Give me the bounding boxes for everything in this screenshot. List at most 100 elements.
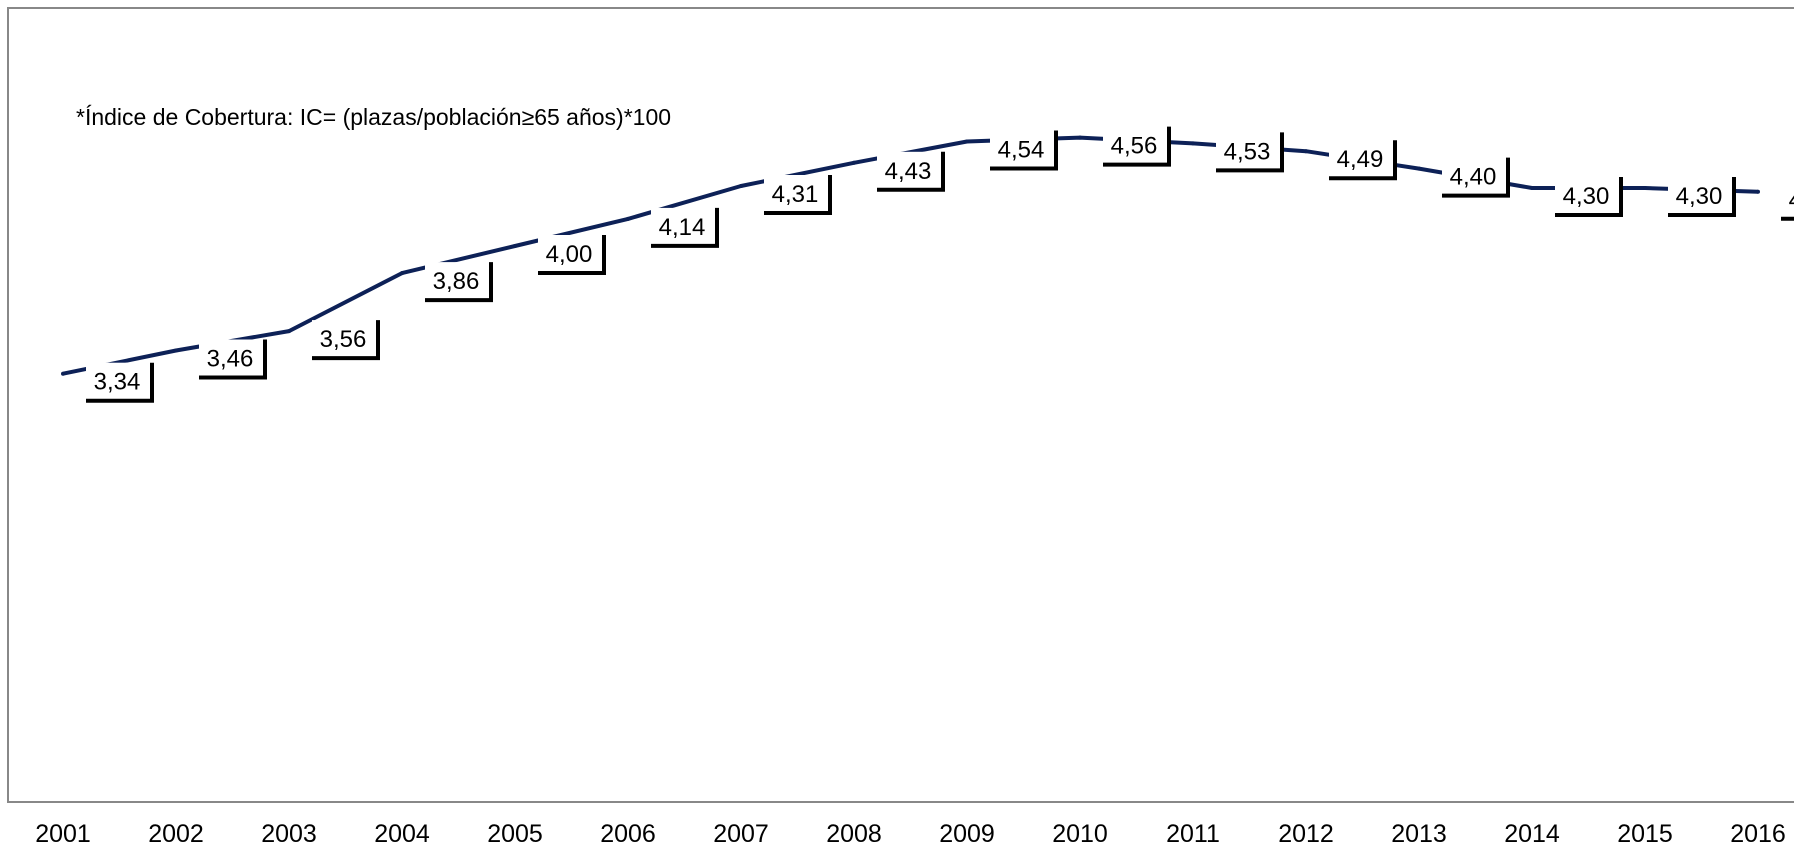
x-tick-label: 2002: [148, 820, 204, 847]
data-point: [1191, 141, 1195, 146]
data-label-text: 3,56: [320, 326, 367, 353]
data-label-shadow: [877, 151, 945, 192]
data-label-box: [1781, 180, 1794, 219]
data-point: [287, 329, 291, 334]
data-label: 4,30: [1555, 177, 1623, 217]
data-label: 4,14: [651, 207, 719, 248]
data-label-box: [538, 235, 604, 273]
data-label: 4,30: [1668, 177, 1736, 217]
data-label-text: 3,46: [207, 346, 254, 373]
data-labels: 3,34 3,46 3,56 3,86 4,00 4,14 4,31 4,43 4,54 4,56…: [86, 126, 1794, 403]
data-label-shadow: [199, 339, 267, 380]
x-tick-label: 2001: [35, 820, 91, 847]
data-label-text: 4,53: [1224, 138, 1271, 165]
data-point: [61, 371, 65, 376]
plot-frame: [7, 7, 1794, 803]
data-point: [1417, 166, 1421, 171]
data-label-text: 4,31: [772, 181, 819, 208]
data-label-text: 4,30: [1563, 183, 1610, 210]
x-tick-label: 2005: [487, 820, 543, 847]
data-label-text: 4,54: [998, 137, 1045, 164]
data-label-shadow: [312, 320, 380, 361]
x-tick-label: 2013: [1391, 820, 1447, 847]
x-tick-label: 2012: [1278, 820, 1334, 847]
data-label: 3,46: [199, 339, 267, 380]
data-label-text: 3,86: [433, 268, 480, 295]
x-tick-label: 2014: [1504, 820, 1560, 847]
data-label: 4,00: [538, 235, 606, 275]
data-label-box: [1442, 157, 1508, 196]
coverage-index-note: *Índice de Cobertura: IC= (plazas/poblac…: [76, 104, 671, 130]
data-label: 4,28: [1781, 180, 1794, 221]
data-point: [1756, 189, 1760, 194]
data-label-shadow: [1555, 177, 1623, 217]
data-label-box: [1668, 177, 1734, 215]
data-label: 3,34: [86, 362, 154, 403]
data-label: 4,49: [1329, 140, 1397, 181]
data-point: [1304, 149, 1308, 154]
x-tick-label: 2015: [1617, 820, 1673, 847]
x-tick-label: 2007: [713, 820, 769, 847]
data-label-text: 4,28: [1789, 187, 1794, 214]
data-label: 4,40: [1442, 157, 1510, 198]
data-label-shadow: [1216, 132, 1284, 173]
x-tick-label: 2009: [939, 820, 995, 847]
data-label-text: 4,30: [1676, 183, 1723, 210]
data-label-shadow: [1329, 140, 1397, 181]
data-point: [965, 139, 969, 144]
data-label-box: [86, 362, 152, 401]
data-label: 3,56: [312, 320, 380, 361]
data-label-box: [1329, 140, 1395, 179]
x-tick-label: 2016: [1730, 820, 1786, 847]
data-label-box: [990, 130, 1056, 169]
data-point: [174, 348, 178, 353]
x-tick-label: 2006: [600, 820, 656, 847]
data-label-shadow: [1668, 177, 1736, 217]
data-label: 4,43: [877, 151, 945, 192]
data-label: 3,86: [425, 262, 493, 303]
data-label-shadow: [425, 262, 493, 303]
data-label-shadow: [651, 207, 719, 248]
data-point: [1530, 186, 1534, 190]
data-label-box: [425, 262, 491, 301]
data-label-shadow: [1442, 157, 1510, 198]
data-label-box: [199, 339, 265, 378]
data-label: 4,54: [990, 130, 1058, 171]
data-label-box: [651, 207, 717, 246]
data-label-text: 4,00: [546, 241, 593, 268]
data-label-text: 4,56: [1111, 133, 1158, 160]
data-label-shadow: [538, 235, 606, 275]
data-point: [739, 184, 743, 188]
data-label-box: [1216, 132, 1282, 171]
data-label-text: 3,34: [94, 369, 141, 396]
data-label: 4,31: [764, 175, 832, 215]
x-axis-ticks: 2001 2002 2003 2004 2005 2006 2007 2008 2009 2010…: [35, 820, 1786, 847]
data-point: [513, 244, 517, 248]
data-point: [400, 271, 404, 276]
data-label-shadow: [86, 362, 154, 403]
data-label-text: 4,49: [1337, 146, 1384, 173]
data-label-text: 4,43: [885, 158, 932, 185]
data-label-shadow: [990, 130, 1058, 171]
data-label: 4,56: [1103, 126, 1171, 167]
x-tick-label: 2008: [826, 820, 882, 847]
data-label-box: [877, 151, 943, 190]
x-tick-label: 2003: [261, 820, 317, 847]
data-label-box: [764, 175, 830, 213]
data-label-box: [1103, 126, 1169, 165]
data-label-shadow: [1103, 126, 1171, 167]
data-label-text: 4,14: [659, 214, 706, 241]
data-label-text: 4,40: [1450, 164, 1497, 191]
data-point: [626, 216, 630, 221]
data-label-box: [1555, 177, 1621, 215]
data-label-box: [312, 320, 378, 359]
data-point: [1078, 135, 1082, 140]
x-tick-label: 2010: [1052, 820, 1108, 847]
x-tick-label: 2011: [1166, 820, 1220, 847]
data-point: [852, 160, 856, 165]
data-point: [1643, 186, 1647, 190]
data-label: 4,53: [1216, 132, 1284, 173]
data-label-shadow: [764, 175, 832, 215]
x-tick-label: 2004: [374, 820, 430, 847]
